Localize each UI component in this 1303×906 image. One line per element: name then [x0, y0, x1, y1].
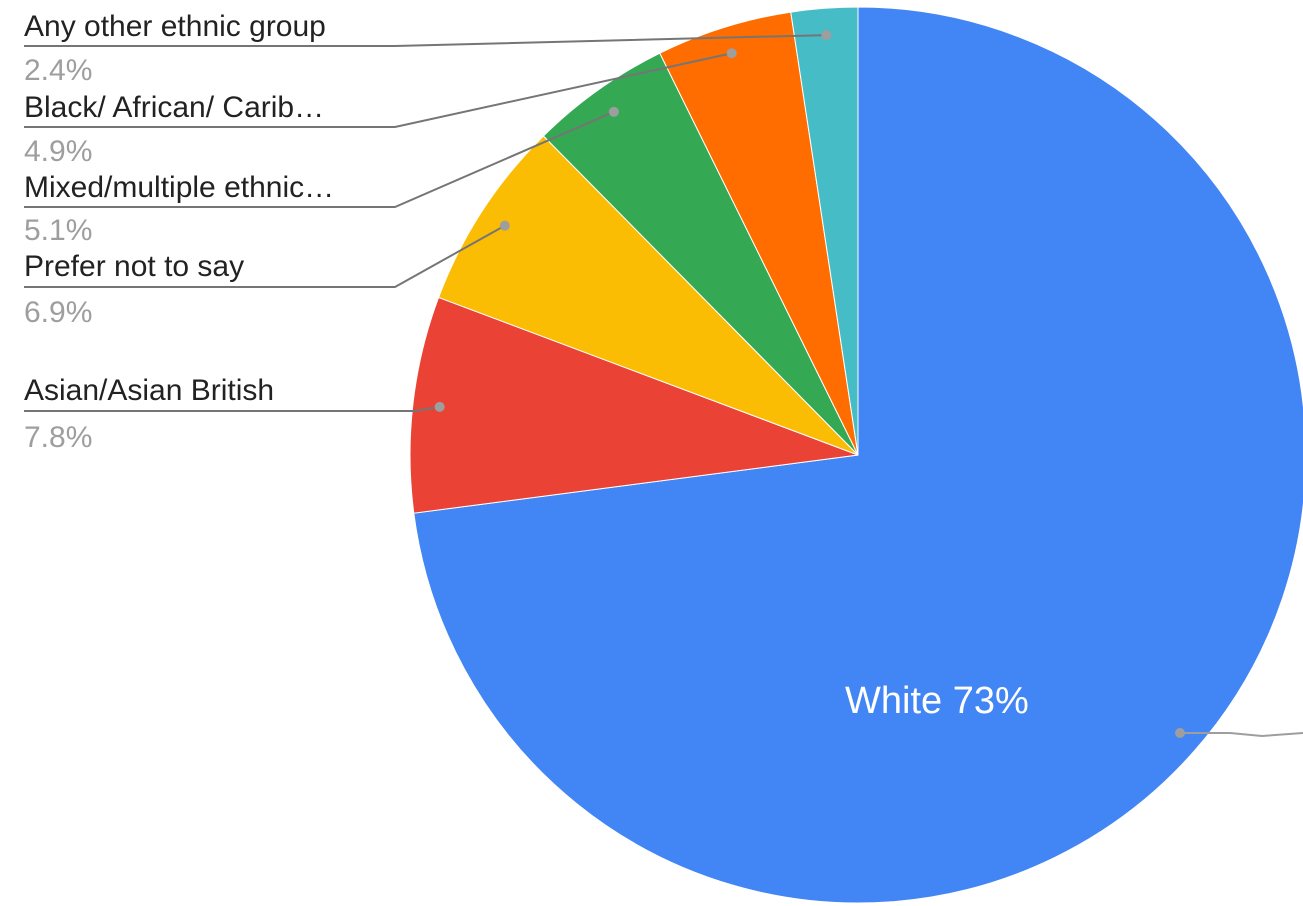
slice-label-mixed: Mixed/multiple ethnic…	[24, 171, 334, 204]
slice-label-other: Any other ethnic group	[24, 10, 326, 43]
leader-dot-asian	[434, 401, 445, 412]
leader-line-asian	[24, 405, 440, 412]
leader-dot-mixed	[608, 106, 619, 117]
slice-value-other: 2.4%	[24, 54, 92, 87]
slice-label-white: White 73%	[845, 680, 1029, 722]
slice-label-black: Black/ African/ Carib…	[24, 91, 324, 124]
slice-value-black: 4.9%	[24, 135, 92, 168]
pie-slice-prefer-not[interactable]	[437, 135, 859, 456]
slice-value-mixed: 5.1%	[24, 214, 92, 247]
leader-lines	[24, 30, 1303, 738]
slice-value-prefer-not: 6.9%	[24, 296, 92, 329]
pie-slice-other[interactable]	[790, 6, 859, 456]
pie-slice-mixed[interactable]	[542, 52, 859, 456]
leader-dot-prefer-not	[499, 220, 510, 231]
leader-dot-other	[821, 30, 832, 41]
slice-label-prefer-not: Prefer not to say	[24, 250, 244, 283]
leader-line-prefer-not	[24, 224, 506, 288]
leader-dot-black	[726, 48, 737, 59]
pie-slice-asian[interactable]	[409, 296, 859, 514]
leader-line-other	[24, 34, 827, 47]
pie-slices	[409, 6, 1303, 904]
slice-label-asian: Asian/Asian British	[24, 374, 274, 407]
leader-line-white	[1180, 732, 1303, 738]
leader-line-black	[24, 52, 732, 128]
leader-line-mixed	[24, 110, 615, 208]
slice-value-asian: 7.8%	[24, 421, 92, 454]
slice-labels: White 73% Asian/Asian British 7.8% Prefe…	[24, 10, 1029, 722]
